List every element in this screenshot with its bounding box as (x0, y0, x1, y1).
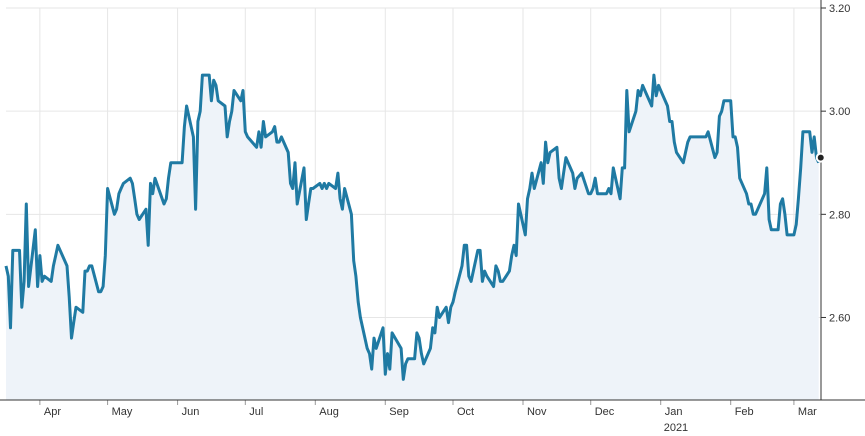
x-tick-label: Oct (457, 406, 474, 418)
x-tick-label: Dec (595, 406, 615, 418)
y-axis: 2.60 2.80 3.00 3.20 (820, 0, 850, 400)
x-tick-label: Jan (665, 406, 683, 418)
y-tick-label: 3.00 (829, 106, 850, 118)
x-tick-label: Nov (527, 406, 547, 418)
price-line (4, 73, 821, 381)
y-tick-label: 2.60 (829, 312, 850, 324)
x-tick-label: Sep (389, 406, 409, 418)
last-price-marker (815, 152, 826, 163)
year-label: 2021 (664, 422, 688, 434)
x-tick-label: Aug (319, 406, 339, 418)
x-tick-label: Feb (735, 406, 754, 418)
y-tick-label: 2.80 (829, 209, 850, 221)
x-tick-label: Mar (798, 406, 817, 418)
x-tick-label: Apr (44, 406, 61, 418)
x-tick-label: Jun (182, 406, 200, 418)
y-tick-label: 3.20 (829, 3, 850, 15)
x-tick-label: May (112, 406, 133, 418)
price-area-fill (6, 75, 819, 400)
x-tick-label: Jul (249, 406, 263, 418)
x-axis: Apr May Jun Jul Aug Sep Oct Nov Dec Jan 2021 Feb Mar (0, 399, 865, 434)
